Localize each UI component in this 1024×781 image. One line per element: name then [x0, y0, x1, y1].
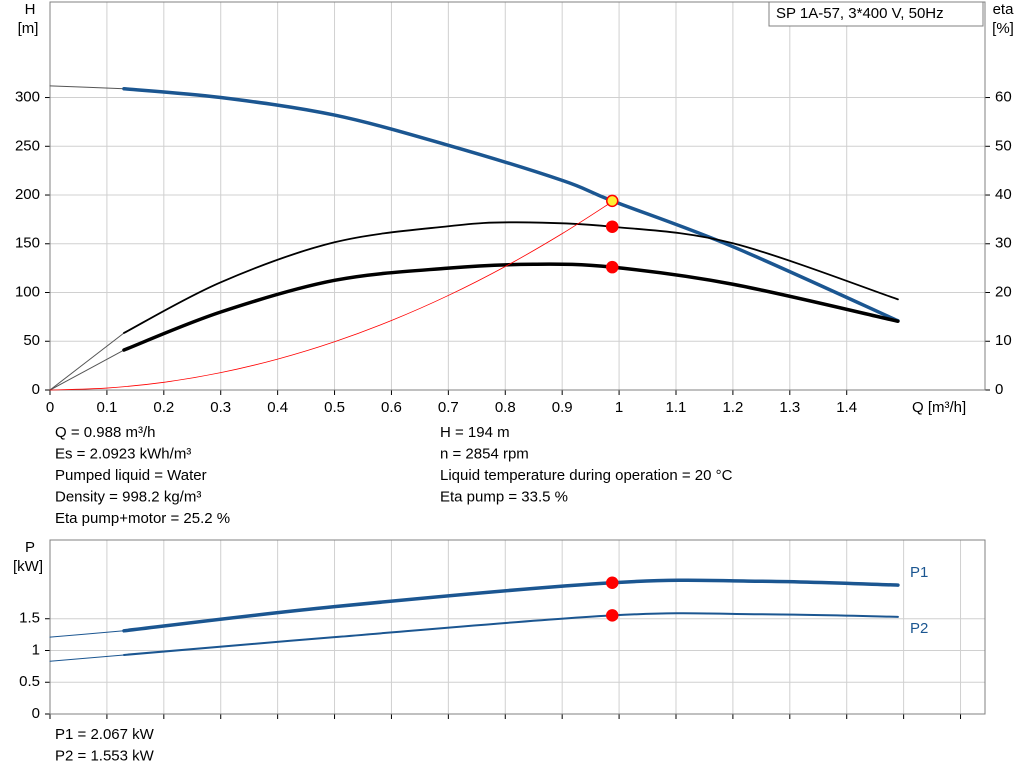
- y-tick-label: 100: [15, 283, 40, 300]
- x-tick-label: 1.4: [836, 399, 857, 416]
- x-tick-label: 0.5: [324, 399, 345, 416]
- title-box: [768, 1, 984, 27]
- operating-point: [606, 194, 619, 208]
- x-tick-label: 0.1: [96, 399, 117, 416]
- y-tick-label: 0: [32, 381, 40, 398]
- y2-tick-label: 40: [995, 186, 1012, 203]
- y2-tick-label: 0: [995, 381, 1003, 398]
- x-tick-label: 0.6: [381, 399, 402, 416]
- series-label: P1: [910, 564, 928, 581]
- y-tick-label: 150: [15, 235, 40, 252]
- operating-point: [606, 609, 619, 622]
- curve: [123, 221, 899, 334]
- y2-tick-label: 30: [995, 235, 1012, 252]
- y-tick-label: 50: [23, 332, 40, 349]
- curve: [49, 654, 125, 662]
- info-text: n = 2854 rpm: [440, 445, 529, 462]
- operating-point: [606, 260, 619, 274]
- chart-title: SP 1A-57, 3*400 V, 50Hz: [776, 5, 944, 22]
- y-tick-label: 0: [32, 705, 40, 722]
- curve: [49, 349, 125, 391]
- info-text: Q = 0.988 m³/h: [55, 424, 155, 441]
- y-axis-unit: [kW]: [13, 558, 43, 575]
- x-tick-label: 1.3: [779, 399, 800, 416]
- x-tick-label: 0.7: [438, 399, 459, 416]
- series-label: P2: [910, 620, 928, 637]
- curve: [49, 630, 125, 638]
- x-tick-label: 0.9: [552, 399, 573, 416]
- x-tick-label: 1.1: [666, 399, 687, 416]
- y2-tick-label: 10: [995, 332, 1012, 349]
- info-text: Eta pump = 33.5 %: [440, 488, 568, 505]
- info-text: P2 = 1.553 kW: [55, 747, 155, 764]
- y2-axis-label: eta: [993, 1, 1015, 18]
- plot-frame: [49, 1, 986, 391]
- info-text: H = 194 m: [440, 424, 510, 441]
- info-text: Pumped liquid = Water: [55, 467, 207, 484]
- y2-tick-label: 50: [995, 137, 1012, 154]
- y-tick-label: 0.5: [19, 673, 40, 690]
- y-axis-label: P: [25, 539, 35, 556]
- y-tick-label: 300: [15, 89, 40, 106]
- curve: [122, 578, 900, 633]
- x-tick-label: 0.3: [210, 399, 231, 416]
- y-axis-label: H: [25, 1, 36, 18]
- x-tick-label: 0.2: [153, 399, 174, 416]
- curve: [122, 87, 900, 323]
- info-text: P1 = 2.067 kW: [55, 726, 155, 743]
- y-tick-label: 200: [15, 186, 40, 203]
- x-tick-label: 0.4: [267, 399, 288, 416]
- operating-point: [606, 576, 619, 589]
- y-axis-unit: [m]: [18, 20, 39, 37]
- operating-point: [606, 220, 619, 233]
- y-tick-label: 1: [32, 641, 40, 658]
- curve: [49, 332, 125, 391]
- y-tick-label: 1.5: [19, 610, 40, 627]
- x-tick-label: 1.2: [722, 399, 743, 416]
- x-tick-label: 0: [46, 399, 54, 416]
- curve: [49, 85, 125, 90]
- y2-tick-label: 60: [995, 89, 1012, 106]
- plot-frame: [49, 539, 986, 715]
- x-axis-label: Q [m³/h]: [912, 399, 966, 416]
- y-tick-label: 250: [15, 137, 40, 154]
- info-text: Liquid temperature during operation = 20…: [440, 467, 733, 484]
- y2-axis-unit: [%]: [992, 20, 1014, 37]
- curve: [122, 612, 899, 656]
- y2-tick-label: 20: [995, 283, 1012, 300]
- info-text: Eta pump+motor = 25.2 %: [55, 510, 230, 527]
- curve: [49, 200, 614, 391]
- x-tick-label: 0.8: [495, 399, 516, 416]
- curve: [122, 262, 900, 352]
- info-text: Density = 998.2 kg/m³: [55, 488, 201, 505]
- info-text: Es = 2.0923 kWh/m³: [55, 445, 191, 462]
- x-tick-label: 1: [615, 399, 623, 416]
